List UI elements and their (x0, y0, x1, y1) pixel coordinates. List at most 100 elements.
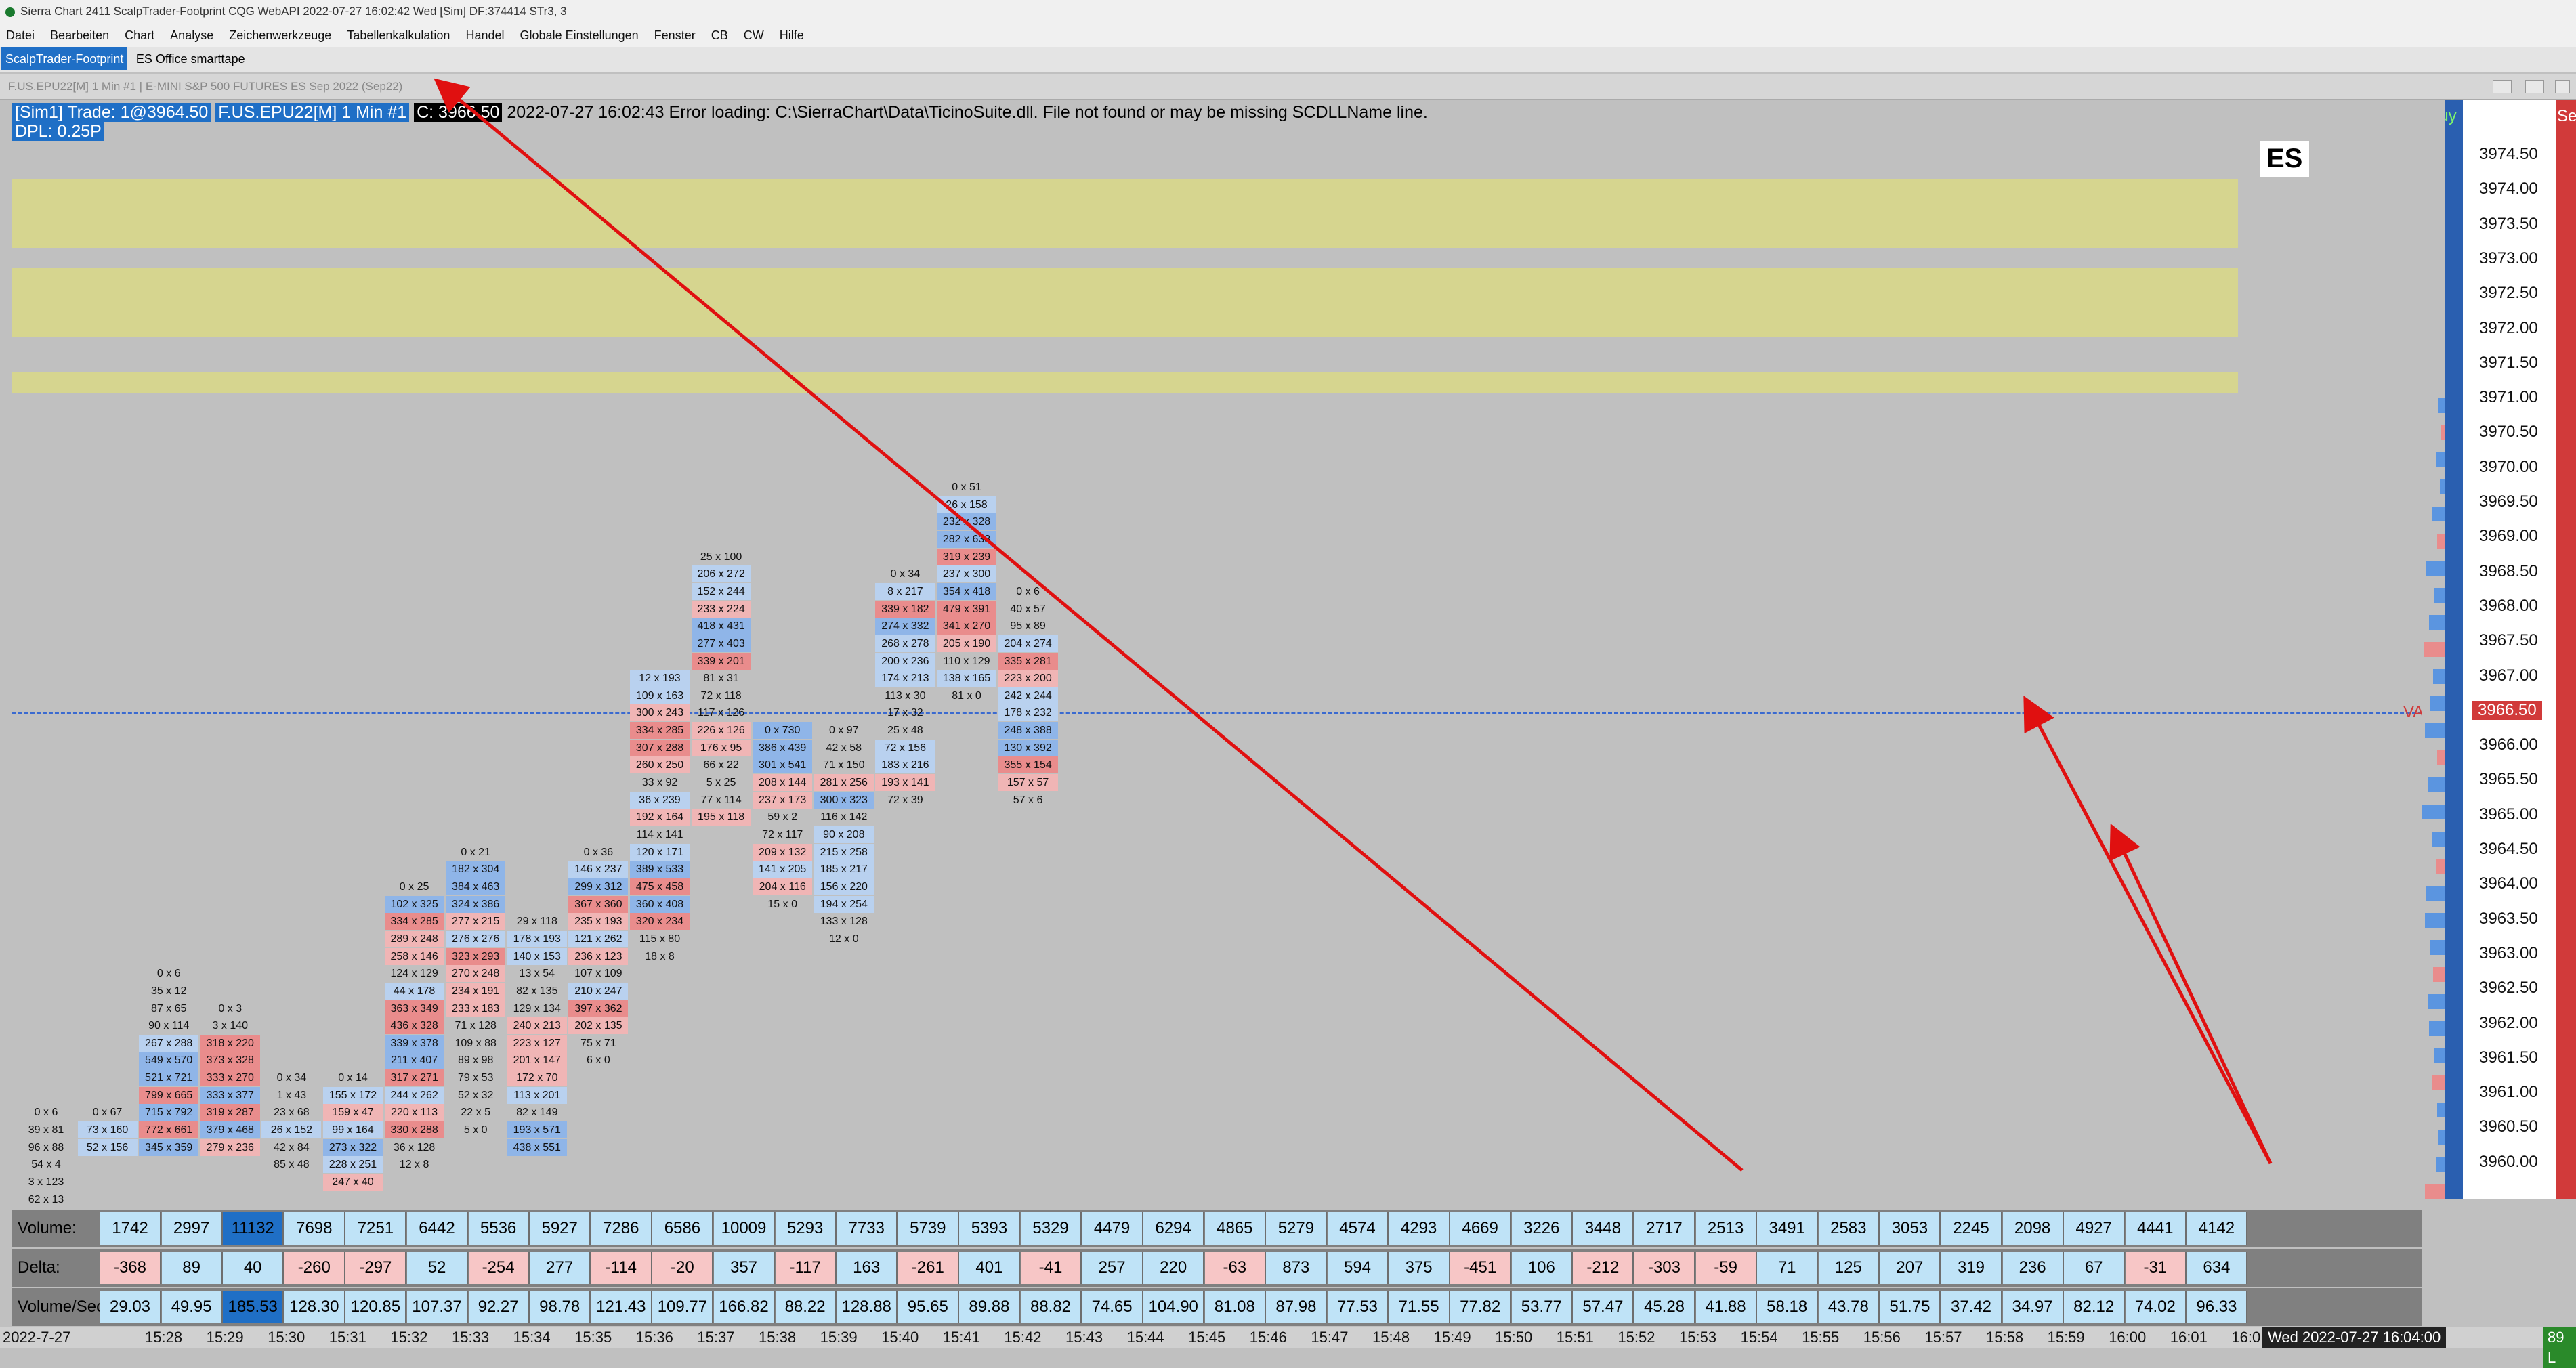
footprint-cell: 319 x 287 (200, 1104, 260, 1121)
volume-profile-bar (2433, 967, 2445, 982)
volume-per-sec-cell: 88.22 (775, 1291, 837, 1323)
volume-cell: 5279 (1266, 1212, 1328, 1245)
price-tick-label: 3968.00 (2479, 596, 2538, 615)
menu-zeichenwerkzeuge[interactable]: Zeichenwerkzeuge (229, 28, 332, 42)
footprint-cell: 193 x 141 (875, 774, 935, 792)
volume-cell: 2098 (2002, 1212, 2064, 1245)
price-tick-label: 3961.00 (2479, 1083, 2538, 1102)
footprint-cell: 549 x 570 (139, 1052, 199, 1069)
footprint-cell: 0 x 67 (92, 1107, 123, 1119)
footprint-cell: 333 x 377 (200, 1086, 260, 1104)
price-tick-label: 3963.50 (2479, 909, 2538, 928)
volume-profile-bar (2440, 479, 2445, 494)
footprint-cell: 178 x 193 (507, 930, 567, 947)
footprint-cell: 799 x 665 (139, 1086, 199, 1104)
footprint-cell: 220 x 113 (384, 1104, 444, 1121)
footprint-cell: 124 x 129 (390, 968, 438, 980)
price-axis[interactable]: 3974.50 3974.00 3973.50 3973.00 3972.50 3972.… (2463, 100, 2556, 1199)
volume-cell: 7286 (591, 1212, 652, 1245)
menu-analyse[interactable]: Analyse (170, 28, 214, 42)
footprint-cell: 66 x 22 (703, 759, 739, 771)
footprint-cell: 116 x 142 (820, 811, 868, 824)
symbol-label: F.US.EPU22[M] 1 Min #1 (215, 103, 410, 122)
volume-cell: 5293 (775, 1212, 837, 1245)
menu-bearbeiten[interactable]: Bearbeiten (50, 28, 110, 42)
time-tick-label: 15:32 (390, 1329, 428, 1346)
volume-profile-bar (2437, 750, 2445, 765)
delta-cell: 873 (1266, 1252, 1328, 1284)
footprint-cell: 72 x 117 (762, 829, 803, 840)
volume-profile-bar (2428, 777, 2445, 792)
footprint-cell: 211 x 407 (384, 1052, 444, 1069)
footprint-cell: 307 x 288 (630, 739, 690, 756)
price-tick-label: 3963.00 (2479, 943, 2538, 962)
delta-cell: 40 (223, 1252, 284, 1284)
footprint-cell: 299 x 312 (568, 878, 629, 895)
volume-per-sec-cell: 107.37 (407, 1291, 468, 1323)
footprint-cell: 0 x 14 (338, 1072, 368, 1084)
supply-zone-2 (12, 268, 2238, 337)
footprint-cell: 96 x 88 (28, 1141, 64, 1153)
footprint-cell: 339 x 378 (384, 1034, 444, 1052)
menu-hilfe[interactable]: Hilfe (779, 28, 804, 42)
maximize-button[interactable] (2525, 80, 2544, 93)
volume-cell: 2717 (1634, 1212, 1695, 1245)
footprint-cell: 339 x 182 (875, 600, 935, 618)
tab-scalptrader-footprint[interactable]: ScalpTrader-Footprint (1, 47, 128, 70)
volume-cell: 5536 (468, 1212, 530, 1245)
delta-cell: -254 (468, 1252, 530, 1284)
footprint-cell: 235 x 193 (568, 913, 629, 931)
menu-cw[interactable]: CW (743, 28, 764, 42)
volume-cell: 4142 (2187, 1212, 2248, 1245)
footprint-cell: 354 x 418 (937, 582, 996, 600)
menu-chart[interactable]: Chart (125, 28, 155, 42)
menu-globale-einstellungen[interactable]: Globale Einstellungen (520, 28, 639, 42)
footprint-cell: 42 x 84 (274, 1141, 310, 1153)
footprint-cell: 13 x 54 (519, 968, 555, 980)
menu-fenster[interactable]: Fenster (654, 28, 696, 42)
footprint-cell: 8 x 217 (875, 582, 935, 600)
footprint-cell: 201 x 147 (507, 1052, 567, 1069)
time-tick-label: 15:38 (759, 1329, 797, 1346)
minimize-button[interactable] (2493, 80, 2512, 93)
menu-cb[interactable]: CB (711, 28, 728, 42)
footprint-chart-area[interactable]: [Sim1] Trade: 1@3964.50 F.US.EPU22[M] 1 … (12, 100, 2424, 1222)
footprint-cell: 75 x 71 (580, 1037, 616, 1049)
footprint-cell: 384 x 463 (446, 878, 506, 895)
value-area-label: VA (2403, 703, 2424, 721)
footprint-cell: 317 x 271 (384, 1069, 444, 1087)
footprint-cell: 242 x 244 (998, 687, 1058, 704)
tab-es-office-smarttape[interactable]: ES Office smarttape (135, 52, 245, 66)
menu-handel[interactable]: Handel (465, 28, 505, 42)
footprint-cell: 95 x 89 (1010, 620, 1046, 633)
bar-statistics-table: Volume: 1742 2997 11132 7698 7251 6442 5536 592… (12, 1210, 2422, 1327)
footprint-cell: 277 x 403 (691, 635, 751, 652)
close-button[interactable] (2555, 80, 2570, 93)
price-tick-label: 3964.50 (2479, 840, 2538, 858)
footprint-cell: 52 x 32 (457, 1089, 494, 1101)
footprint-cell: 389 x 533 (630, 861, 690, 878)
price-tick-label: 3960.50 (2479, 1117, 2538, 1136)
volume-profile-bar (2434, 588, 2445, 603)
menu-tabellenkalkulation[interactable]: Tabellenkalkulation (347, 28, 450, 42)
footprint-cell: 0 x 51 (952, 482, 981, 493)
footprint-cell: 324 x 386 (446, 895, 506, 913)
footprint-cell: 172 x 70 (507, 1069, 567, 1087)
volume-profile (2422, 100, 2445, 1199)
menu-bar: Datei Bearbeiten Chart Analyse Zeichenwe… (0, 23, 2576, 47)
footprint-cell: 204 x 274 (998, 635, 1058, 652)
dom-sell-column[interactable]: Se (2556, 100, 2576, 1199)
price-tick-label: 3972.50 (2479, 284, 2538, 303)
footprint-cell: 270 x 248 (446, 965, 506, 983)
menu-datei[interactable]: Datei (6, 28, 35, 42)
price-tick-label: 3970.00 (2479, 457, 2538, 476)
footprint-cell: 0 x 36 (583, 846, 614, 858)
volume-per-sec-cell: 89.88 (959, 1291, 1021, 1323)
footprint-cell: 25 x 48 (887, 725, 923, 737)
footprint-cell: 333 x 270 (200, 1069, 260, 1087)
footprint-cell: 247 x 40 (323, 1174, 383, 1191)
footprint-cell: 206 x 272 (691, 565, 751, 583)
footprint-cell: 109 x 88 (455, 1037, 497, 1049)
volume-cell: 5739 (898, 1212, 959, 1245)
price-tick-label: 3962.00 (2479, 1013, 2538, 1032)
